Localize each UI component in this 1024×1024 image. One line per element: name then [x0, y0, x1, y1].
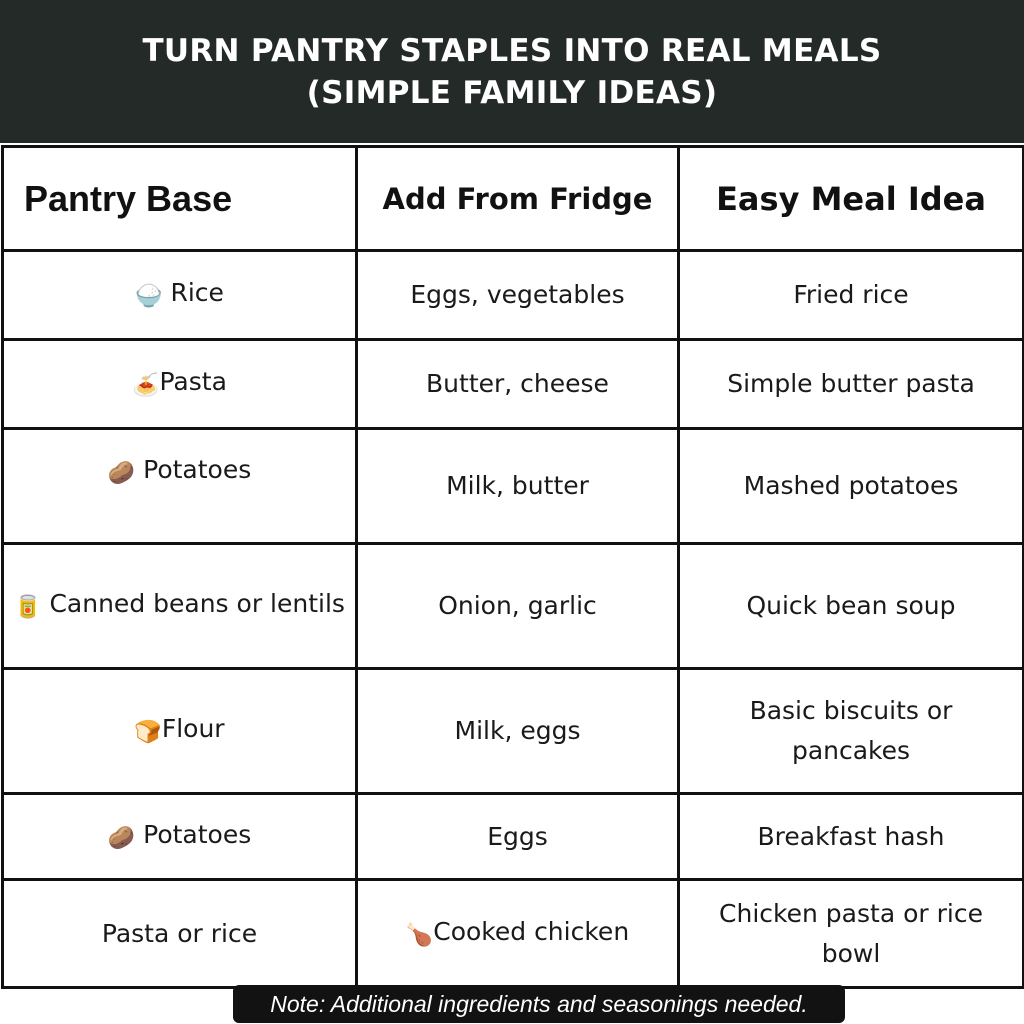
note-banner: Note: Additional ingredients and seasoni…: [233, 985, 845, 1023]
meal-cell: Simple butter pasta: [677, 338, 1024, 430]
meal-ideas-table: Pantry Base Add From Fridge Easy Meal Id…: [1, 145, 1024, 989]
spaghetti-icon: 🍝: [132, 373, 160, 398]
title-banner: TURN PANTRY STAPLES INTO REAL MEALS (SIM…: [0, 0, 1024, 143]
header-pantry-base: Pantry Base: [1, 145, 358, 252]
pantry-base-cell: 🥫 Canned beans or lentils: [1, 542, 358, 670]
meal-cell: Quick bean soup: [677, 542, 1024, 670]
canned-food-icon: 🥫: [14, 595, 42, 620]
meal-cell: Fried rice: [677, 249, 1024, 341]
poultry-leg-icon: 🍗: [405, 922, 434, 948]
meal-cell: Basic biscuits or pancakes: [677, 667, 1024, 795]
fridge-cell: Milk, butter: [355, 427, 680, 545]
fridge-cell: 🍗Cooked chicken: [355, 878, 680, 989]
fridge-cell: Eggs: [355, 792, 680, 881]
table-row: 🍞Flour Milk, eggs Basic biscuits or panc…: [1, 667, 1024, 795]
pantry-base-text: Potatoes: [143, 455, 252, 484]
table-row: Pasta or rice 🍗Cooked chicken Chicken pa…: [1, 878, 1024, 989]
table-row: 🥔 Potatoes Eggs Breakfast hash: [1, 792, 1024, 881]
potato-icon: 🥔: [107, 461, 136, 486]
table-row: 🍝Pasta Butter, cheese Simple butter past…: [1, 338, 1024, 430]
title-line-2: (SIMPLE FAMILY IDEAS): [306, 74, 718, 111]
pantry-base-text: Pasta: [159, 367, 227, 396]
pantry-base-cell: 🍝Pasta: [1, 338, 358, 430]
pantry-base-cell: 🍚 Rice: [1, 249, 358, 341]
header-add-from-fridge: Add From Fridge: [355, 145, 680, 252]
fridge-cell: Eggs, vegetables: [355, 249, 680, 341]
title-line-1: TURN PANTRY STAPLES INTO REAL MEALS: [142, 32, 882, 69]
pantry-base-cell: Pasta or rice: [1, 878, 358, 989]
pantry-base-text: Flour: [161, 714, 225, 743]
pantry-base-cell: 🥔 Potatoes: [1, 792, 358, 881]
meal-cell: Mashed potatoes: [677, 427, 1024, 545]
fridge-cell: Milk, eggs: [355, 667, 680, 795]
bread-icon: 🍞: [134, 720, 162, 745]
pantry-base-cell: 🥔 Potatoes: [1, 427, 358, 545]
meal-cell: Breakfast hash: [677, 792, 1024, 881]
table-row: 🥫 Canned beans or lentils Onion, garlic Q…: [1, 542, 1024, 670]
header-easy-meal-idea: Easy Meal Idea: [677, 145, 1024, 252]
pantry-base-text: Potatoes: [143, 819, 252, 849]
meal-cell: Chicken pasta or rice bowl: [677, 878, 1024, 989]
pantry-base-text: Canned beans or lentils: [49, 589, 345, 618]
rice-bowl-icon: 🍚: [135, 284, 163, 309]
pantry-base-text: Rice: [170, 278, 224, 307]
fridge-cell: Onion, garlic: [355, 542, 680, 670]
pantry-base-cell: 🍞Flour: [1, 667, 358, 795]
fridge-text: Cooked chicken: [433, 916, 630, 946]
potato-icon: 🥔: [107, 825, 136, 851]
fridge-cell: Butter, cheese: [355, 338, 680, 430]
table-header-row: Pantry Base Add From Fridge Easy Meal Id…: [1, 145, 1024, 252]
table-row: 🥔 Potatoes Milk, butter Mashed potatoes: [1, 427, 1024, 545]
table-row: 🍚 Rice Eggs, vegetables Fried rice: [1, 249, 1024, 341]
